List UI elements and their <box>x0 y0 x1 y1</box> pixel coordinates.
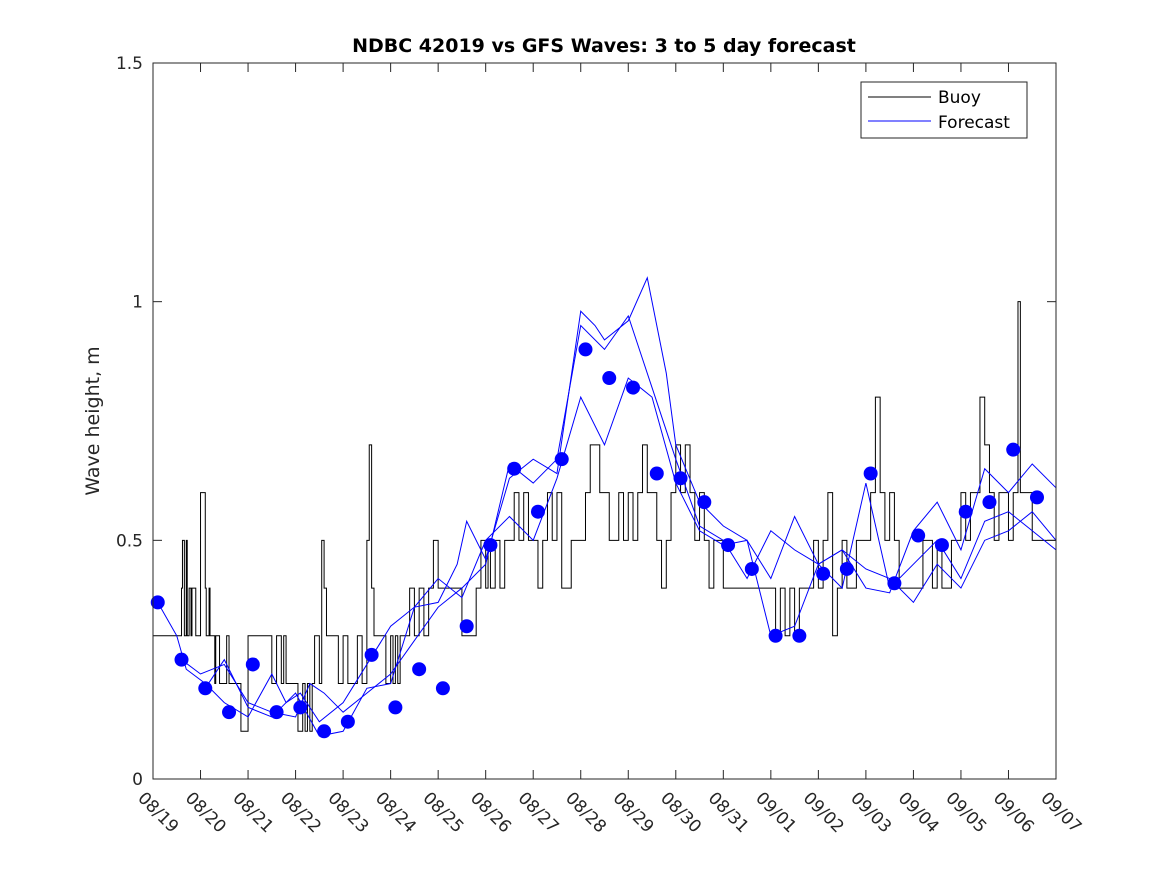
forecast-point <box>934 538 949 553</box>
buoy-series <box>153 301 1056 732</box>
legend-label-buoy: Buoy <box>938 88 981 108</box>
x-tick-label: 08/25 <box>419 788 468 837</box>
forecast-point <box>340 714 355 729</box>
forecast-point <box>792 628 807 643</box>
forecast-point <box>269 705 284 720</box>
forecast-point <box>768 628 783 643</box>
x-tick-label: 09/05 <box>941 788 990 837</box>
x-tick-label: 09/03 <box>846 788 895 837</box>
forecast-point <box>839 561 854 576</box>
forecast-point <box>626 380 641 395</box>
x-tick-label: 09/04 <box>894 788 943 837</box>
legend-box <box>860 81 1028 139</box>
legend: Buoy Forecast <box>860 81 1028 139</box>
x-tick-label: 09/01 <box>751 788 800 837</box>
forecast-point <box>744 561 759 576</box>
forecast-point <box>530 504 545 519</box>
y-axis: 0 0.5 1 1.5 <box>116 54 1056 790</box>
buoy-line <box>153 301 1056 732</box>
forecast-point <box>483 538 498 553</box>
forecast-line <box>157 276 1057 723</box>
forecast-point <box>911 528 926 543</box>
forecast-point <box>578 342 593 357</box>
plot-area: 00.511.5 08/1908/2008/2108/2208/2308/240… <box>116 54 1085 837</box>
y-tick-label: 1 <box>132 293 143 313</box>
x-tick-label: 09/02 <box>799 788 848 837</box>
x-tick-label: 08/30 <box>656 788 705 837</box>
forecast-line <box>204 377 1057 737</box>
forecast-points <box>150 342 1044 739</box>
forecast-point <box>317 724 332 739</box>
y-tick-label: 1.5 <box>116 54 143 74</box>
forecast-point <box>364 647 379 662</box>
forecast-point <box>412 662 427 677</box>
x-tick-label: 08/27 <box>514 788 563 837</box>
y-tick-label: 0.5 <box>116 531 143 551</box>
x-tick-label: 08/26 <box>466 788 515 837</box>
x-tick-label: 09/07 <box>1036 788 1085 837</box>
forecast-point <box>602 371 617 386</box>
forecast-point <box>1029 490 1044 505</box>
x-tick-label: 08/28 <box>561 788 610 837</box>
x-tick-label: 08/21 <box>229 788 278 837</box>
forecast-point <box>1006 442 1021 457</box>
forecast-point <box>459 619 474 634</box>
forecast-point <box>721 538 736 553</box>
forecast-point <box>982 495 997 510</box>
forecast-point <box>649 466 664 481</box>
plot-frame <box>152 62 1057 780</box>
chart-title: NDBC 42019 vs GFS Waves: 3 to 5 day fore… <box>352 35 856 57</box>
forecast-point <box>198 681 213 696</box>
forecast-point <box>887 576 902 591</box>
forecast-point <box>958 504 973 519</box>
x-tick-label: 08/24 <box>371 788 420 837</box>
forecast-point <box>863 466 878 481</box>
x-tick-label: 08/20 <box>181 788 230 837</box>
x-tick-label: 08/23 <box>324 788 373 837</box>
forecast-point <box>245 657 260 672</box>
x-tick-label: 08/22 <box>276 788 325 837</box>
forecast-point <box>507 461 522 476</box>
y-tick-label: 0 <box>132 770 143 790</box>
x-tick-label: 09/06 <box>989 788 1038 837</box>
forecast-point <box>697 495 712 510</box>
forecast-series <box>157 276 1057 737</box>
x-tick-label: 08/31 <box>704 788 753 837</box>
x-tick-label: 08/29 <box>609 788 658 837</box>
legend-label-forecast: Forecast <box>938 113 1010 133</box>
forecast-point <box>150 595 165 610</box>
forecast-point <box>435 681 450 696</box>
forecast-point <box>222 705 237 720</box>
forecast-point <box>388 700 403 715</box>
forecast-point <box>673 471 688 486</box>
forecast-point <box>293 700 308 715</box>
forecast-line <box>181 314 1057 718</box>
forecast-point <box>174 652 189 667</box>
x-tick-label: 08/19 <box>133 788 182 837</box>
forecast-point <box>554 452 569 467</box>
y-axis-label: Wave height, m <box>82 346 104 495</box>
forecast-point <box>816 566 831 581</box>
plot-background <box>153 63 1056 779</box>
